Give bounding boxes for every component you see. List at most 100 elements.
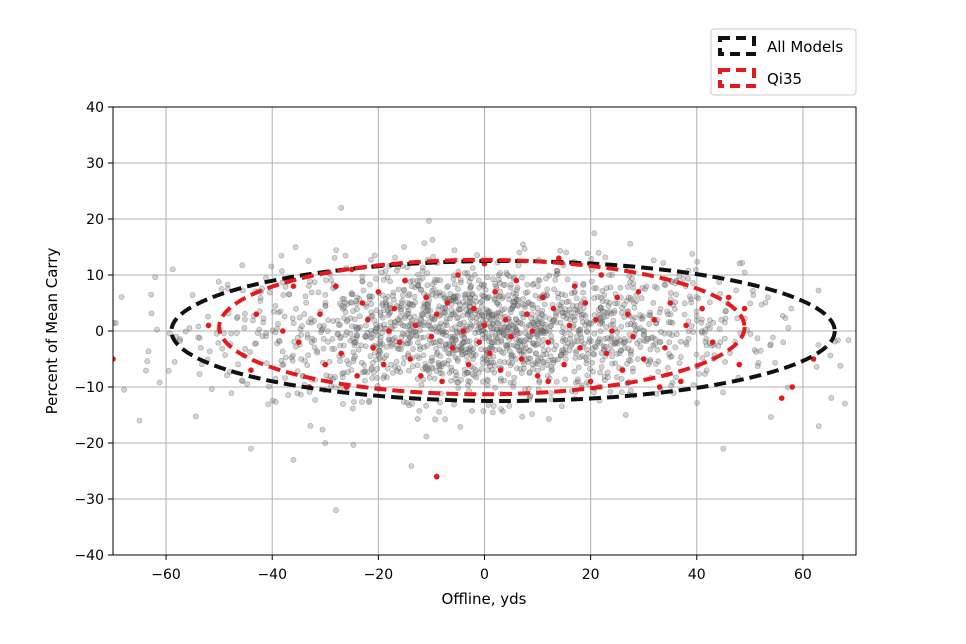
all-models-point <box>472 294 479 301</box>
all-models-point <box>467 295 474 302</box>
qi35-point <box>789 384 796 390</box>
all-models-point <box>349 335 356 342</box>
qi35-point <box>556 255 562 261</box>
all-models-point <box>649 334 656 341</box>
all-models-point <box>330 375 337 382</box>
all-models-point <box>461 334 468 341</box>
all-models-point <box>501 306 508 312</box>
all-models-point <box>440 309 446 316</box>
all-models-point <box>573 333 580 340</box>
all-models-point <box>256 326 263 333</box>
all-models-point <box>428 313 435 320</box>
all-models-point <box>221 330 227 337</box>
y-tick-label: −30 <box>74 492 104 508</box>
all-models-point <box>475 369 482 376</box>
all-models-point <box>513 327 519 334</box>
all-models-point <box>429 357 436 364</box>
all-models-point <box>392 364 399 370</box>
all-models-point <box>447 333 454 340</box>
all-models-point <box>494 316 501 322</box>
all-models-point <box>504 271 511 278</box>
all-models-point <box>297 391 304 398</box>
all-models-point <box>688 299 695 306</box>
all-models-point <box>613 339 620 345</box>
all-models-point <box>413 332 420 339</box>
all-models-point <box>348 299 355 306</box>
all-models-point <box>739 259 746 266</box>
all-models-point <box>459 351 466 357</box>
all-models-point <box>430 253 436 260</box>
qi35-point <box>571 283 578 290</box>
all-models-point <box>421 240 428 246</box>
all-models-point <box>206 348 213 355</box>
all-models-point <box>409 301 416 308</box>
all-models-point <box>441 360 447 366</box>
all-models-point <box>779 312 786 319</box>
all-models-point <box>701 329 708 336</box>
all-models-point <box>367 335 374 341</box>
all-models-point <box>316 323 323 329</box>
qi35-point <box>407 356 414 362</box>
all-models-point <box>591 351 598 358</box>
all-models-point <box>384 274 391 281</box>
all-models-point <box>505 292 512 298</box>
qi35-point <box>423 294 429 301</box>
all-models-point <box>418 322 425 328</box>
all-models-point <box>580 282 587 288</box>
all-models-point <box>468 283 474 290</box>
all-models-point <box>416 355 422 362</box>
all-models-point <box>340 401 346 407</box>
all-models-point <box>323 277 329 283</box>
all-models-point <box>348 323 355 330</box>
all-models-point <box>497 378 504 384</box>
all-models-point <box>467 285 474 292</box>
y-tick-label: −20 <box>74 436 104 452</box>
all-models-point <box>523 324 530 331</box>
all-models-point <box>525 355 532 362</box>
qi35-point <box>662 345 668 351</box>
all-models-point <box>596 335 603 342</box>
all-models-point <box>469 352 476 359</box>
all-models-point <box>363 333 370 340</box>
all-models-point <box>507 379 514 386</box>
all-models-point <box>361 368 368 374</box>
all-models-point <box>461 339 467 346</box>
qi35-point <box>529 328 536 334</box>
all-models-point <box>541 324 548 331</box>
all-models-point <box>222 352 229 358</box>
all-models-point <box>443 329 449 336</box>
all-models-point <box>607 336 614 343</box>
all-models-point <box>599 298 606 305</box>
all-models-point <box>471 372 477 379</box>
all-models-point <box>694 400 700 406</box>
legend-swatch-qi35 <box>718 68 756 88</box>
all-models-point <box>559 347 565 354</box>
all-models-point <box>491 295 498 302</box>
all-models-point <box>574 309 581 316</box>
all-models-point <box>541 330 548 337</box>
all-models-point <box>344 357 350 364</box>
all-models-point <box>539 342 546 349</box>
all-models-point <box>519 320 525 327</box>
all-models-point <box>490 276 496 282</box>
all-models-point <box>377 312 384 319</box>
all-models-point <box>507 309 514 316</box>
qi35-point <box>550 305 557 312</box>
all-models-point <box>559 329 566 336</box>
all-models-point <box>454 315 460 322</box>
all-models-point <box>437 370 444 377</box>
all-models-point <box>219 345 226 352</box>
all-models-point <box>470 350 477 357</box>
all-models-point <box>452 375 459 382</box>
all-models-point <box>407 278 414 285</box>
all-models-point <box>535 283 541 289</box>
all-models-point <box>604 369 611 376</box>
all-models-point <box>493 326 500 333</box>
all-models-point <box>677 338 684 345</box>
all-models-point <box>514 343 521 350</box>
all-models-point <box>536 377 543 384</box>
all-models-point <box>637 325 644 331</box>
all-models-point <box>653 285 660 291</box>
all-models-point <box>272 398 279 405</box>
all-models-point <box>463 346 470 353</box>
